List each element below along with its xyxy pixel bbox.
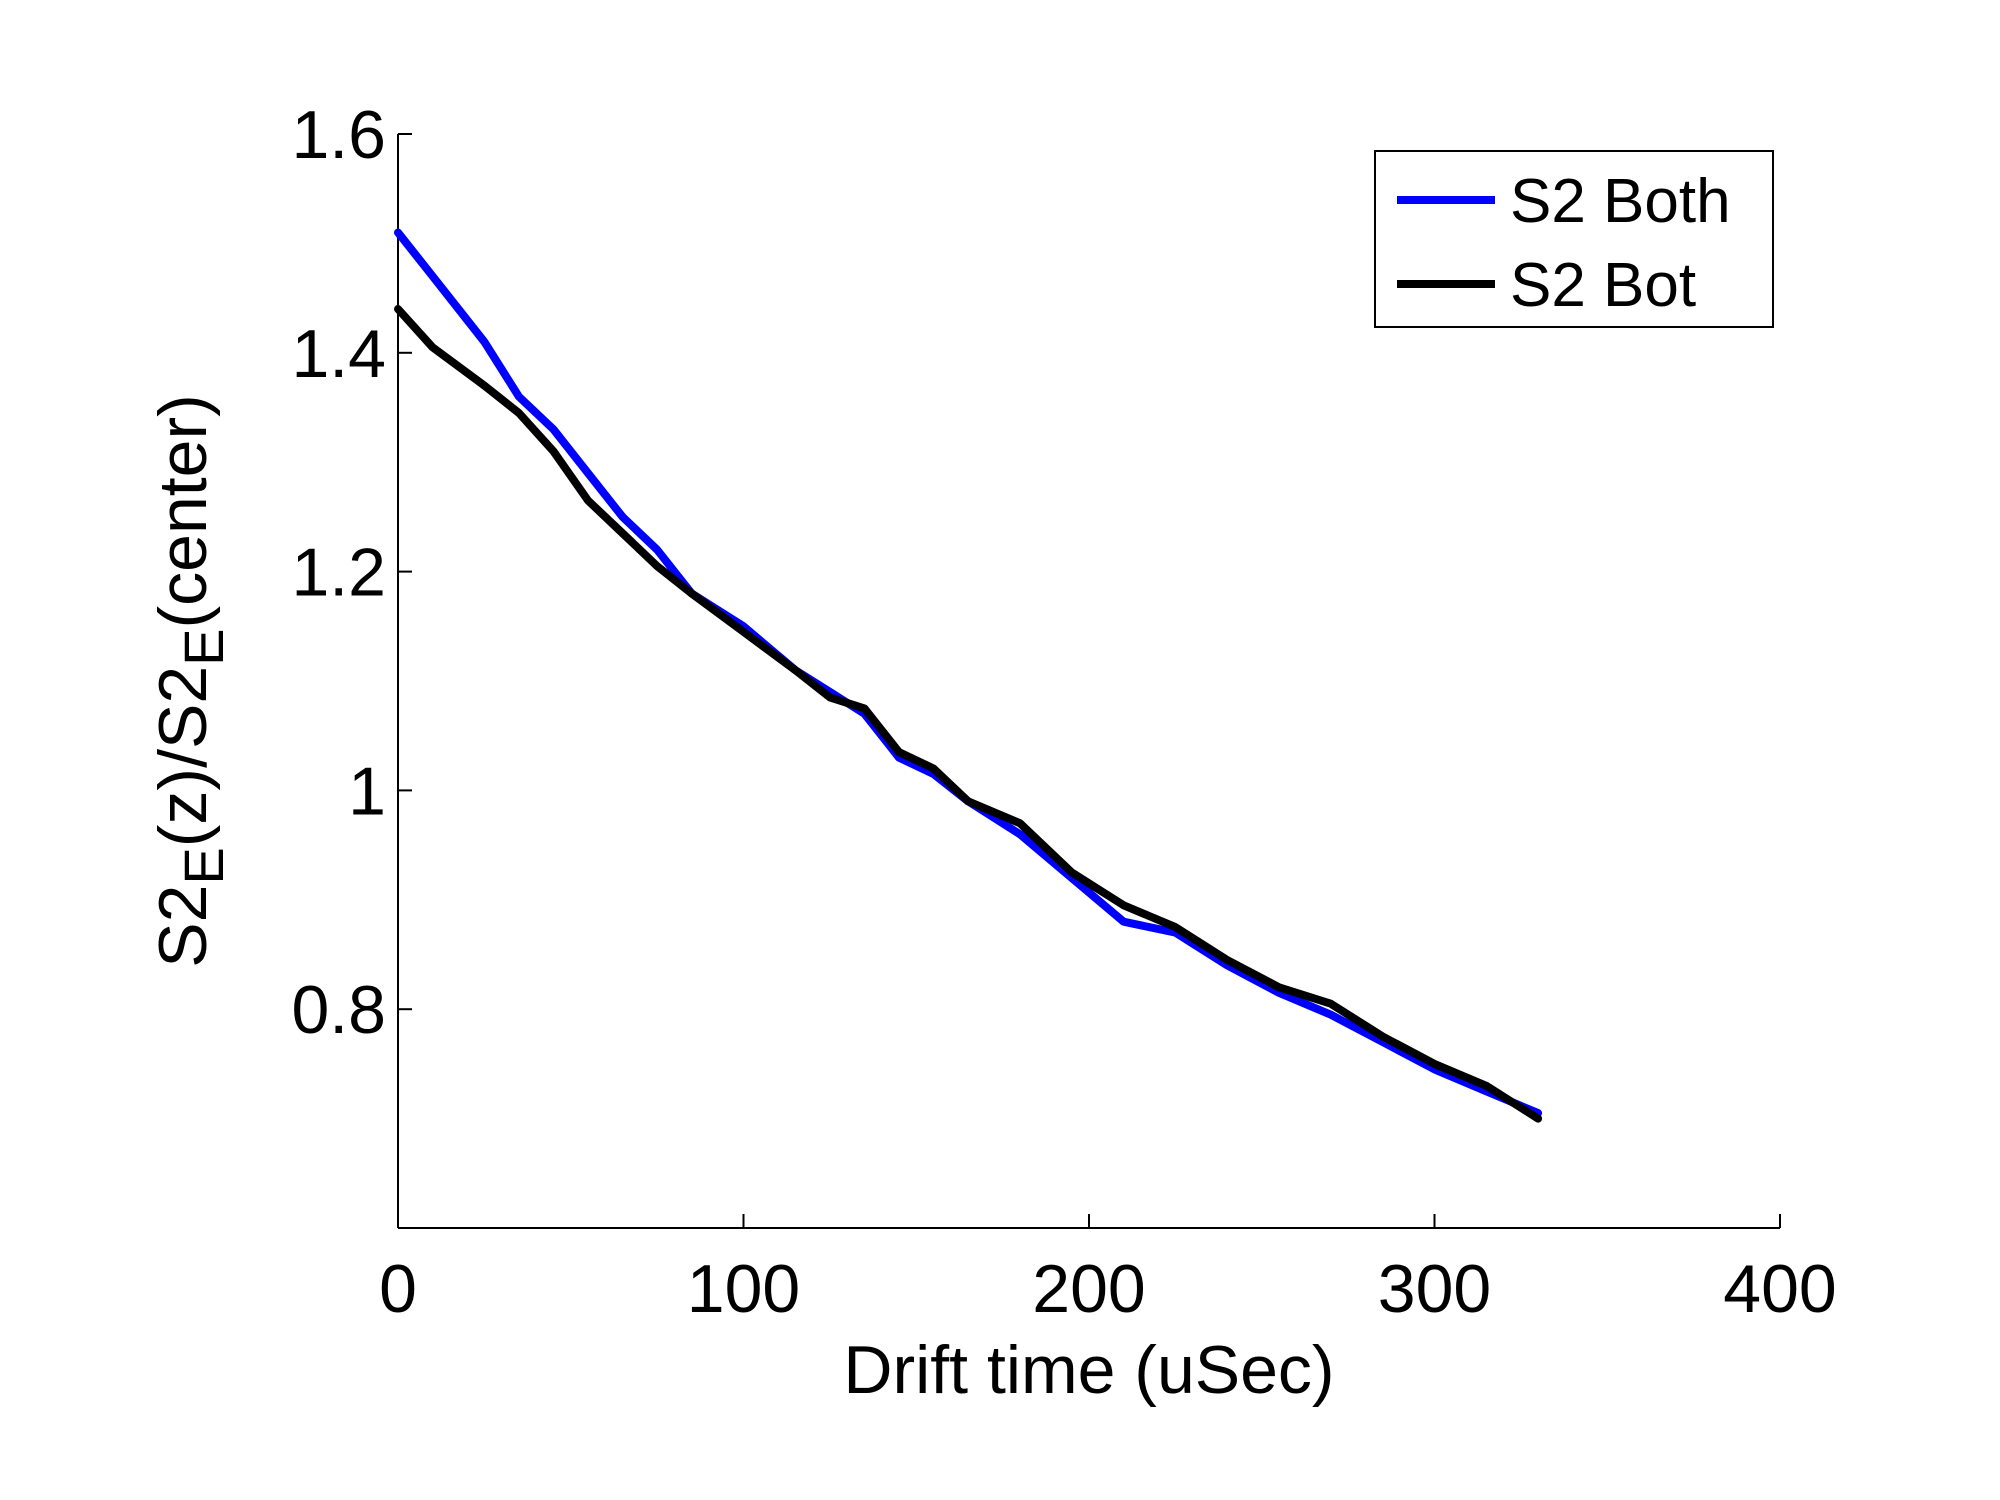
y-axis-title-part: (center) <box>145 394 221 628</box>
y-tick-label: 1.2 <box>291 535 386 611</box>
series-line-1 <box>394 228 1543 1118</box>
x-tick-label: 400 <box>1723 1251 1836 1327</box>
x-tick-label: 200 <box>1032 1251 1145 1327</box>
y-tick-label: 1 <box>348 753 386 829</box>
legend-label: S2 Bot <box>1510 251 1696 320</box>
series-line-2 <box>394 305 1543 1123</box>
y-axis-title: S2E(z)/S2E(center) <box>145 394 235 968</box>
x-tick-label: 300 <box>1378 1251 1491 1327</box>
y-axis-title-subscript: E <box>172 847 235 884</box>
x-axis-title: Drift time (uSec) <box>843 1332 1334 1408</box>
y-axis-title-part: S2 <box>145 885 221 968</box>
y-tick-label: 1.6 <box>291 97 386 173</box>
x-tick-label: 0 <box>379 1251 417 1327</box>
y-axis-title-subscript: E <box>172 629 235 666</box>
legend-box <box>1374 150 1774 328</box>
x-tick-label: 100 <box>687 1251 800 1327</box>
y-tick-label: 1.4 <box>291 316 386 392</box>
plot-lines <box>394 228 1543 1123</box>
y-axis-title-part: (z)/S2 <box>145 666 221 847</box>
legend: S2 Both S2 Bot <box>1374 150 1774 328</box>
legend-label: S2 Both <box>1510 167 1731 236</box>
axes: 0 100 200 300 400 0.8 1 1.2 1.4 1.6 <box>291 97 1836 1327</box>
y-tick-label: 0.8 <box>291 972 386 1048</box>
